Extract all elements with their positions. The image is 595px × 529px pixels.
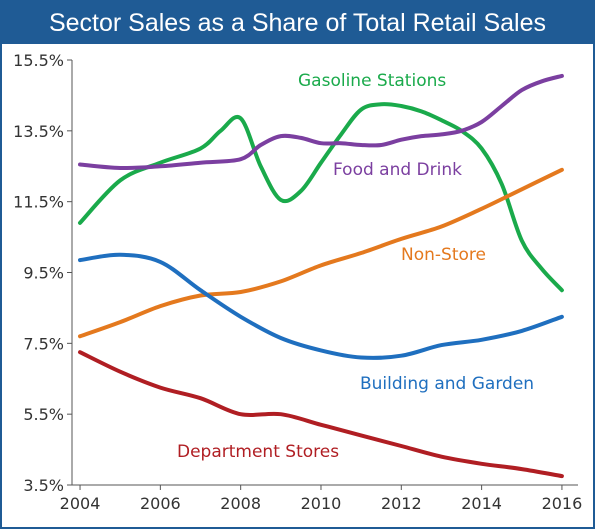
x-tick-label: 2006 bbox=[140, 494, 181, 513]
y-tick-label: 11.5% bbox=[13, 193, 64, 212]
x-tick-label: 2004 bbox=[60, 494, 101, 513]
x-tick-label: 2016 bbox=[542, 494, 583, 513]
series-label-department-stores: Department Stores bbox=[177, 442, 339, 462]
y-tick-label: 3.5% bbox=[23, 476, 64, 495]
series-label-non-store: Non-Store bbox=[401, 245, 486, 265]
y-tick-label: 5.5% bbox=[23, 405, 64, 424]
series-line-gasoline-stations bbox=[78, 102, 564, 293]
x-tick-label: 2008 bbox=[220, 494, 261, 513]
series-line-food-and-drink bbox=[78, 73, 564, 171]
series-line-non-store bbox=[78, 167, 564, 339]
x-tick-label: 2012 bbox=[381, 494, 422, 513]
series-label-food-and-drink: Food and Drink bbox=[333, 160, 462, 180]
x-tick-label: 2010 bbox=[301, 494, 342, 513]
y-tick-label: 13.5% bbox=[13, 122, 64, 141]
series-label-building-and-garden: Building and Garden bbox=[360, 374, 534, 394]
x-tick-label: 2014 bbox=[461, 494, 502, 513]
y-tick-label: 15.5% bbox=[13, 51, 64, 70]
y-tick-label: 7.5% bbox=[23, 334, 64, 353]
series-line-department-stores bbox=[78, 350, 564, 479]
series-label-gasoline-stations: Gasoline Stations bbox=[298, 71, 446, 91]
chart-title: Sector Sales as a Share of Total Retail … bbox=[2, 2, 593, 44]
y-tick-label: 9.5% bbox=[23, 264, 64, 283]
series-line-building-and-garden bbox=[78, 252, 564, 360]
